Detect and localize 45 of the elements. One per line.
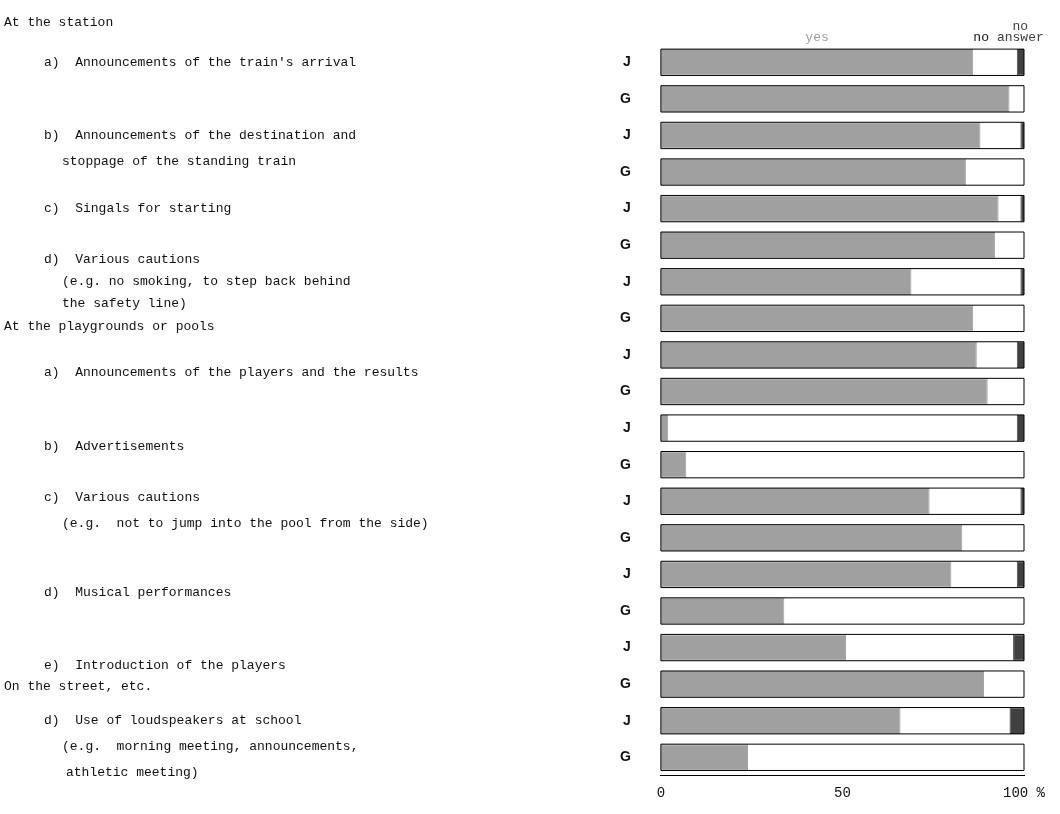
y-tick-label: J — [623, 272, 631, 289]
text: d) Various cautions — [44, 252, 201, 268]
series-label: no answer — [996, 19, 1044, 45]
text: athletic meeting) — [66, 765, 199, 781]
y-tick-label: G — [620, 382, 631, 399]
text: c) Singals for starting — [44, 201, 232, 217]
y-tick-label: J — [623, 638, 631, 655]
text: d) Musical performances — [44, 584, 232, 600]
text: d) Use of loudspeakers at school — [44, 713, 302, 729]
x-tick-label: 100 % — [1002, 784, 1046, 801]
x-tick-label: 0 — [656, 784, 666, 801]
y-tick-label: J — [623, 53, 631, 70]
text: the safety line) — [62, 296, 187, 312]
y-tick-label: J — [623, 345, 631, 362]
series-label: yes — [805, 30, 829, 45]
x-tick-label: 50 — [834, 784, 851, 801]
text: (e.g. no smoking, to step back behind — [62, 274, 351, 290]
text: (e.g. not to jump into the pool from the side) — [62, 515, 429, 531]
y-tick-label: G — [620, 748, 631, 765]
y-tick-label: J — [623, 418, 631, 435]
y-tick-label: G — [620, 675, 631, 692]
y-tick-label: G — [620, 601, 631, 618]
text: b) Advertisements — [44, 438, 185, 454]
text: a) Announcements of the train's arrival — [44, 54, 357, 70]
y-tick-label: G — [620, 236, 631, 253]
y-tick-label: J — [623, 199, 631, 216]
text: a) Announcements of the players and the results — [44, 365, 419, 381]
text: At the playgrounds or pools — [4, 319, 215, 335]
text: At the station — [4, 14, 114, 30]
y-tick-label: J — [623, 711, 631, 728]
y-tick-label: G — [620, 528, 631, 545]
text: c) Various cautions — [44, 489, 201, 505]
text: e) Introduction of the players — [44, 658, 286, 674]
text: (e.g. morning meeting, announcements, — [62, 739, 359, 755]
text: stoppage of the standing train — [62, 153, 297, 169]
y-tick-label: G — [620, 89, 631, 106]
y-tick-label: J — [623, 126, 631, 143]
y-tick-label: J — [623, 565, 631, 582]
y-tick-label: J — [623, 492, 631, 509]
y-tick-label: G — [620, 162, 631, 179]
text: On the street, etc. — [4, 679, 153, 695]
y-tick-label: G — [620, 455, 631, 472]
text: b) Announcements of the destination and — [44, 127, 357, 143]
y-tick-label: G — [620, 309, 631, 326]
series-label: no — [973, 30, 989, 45]
